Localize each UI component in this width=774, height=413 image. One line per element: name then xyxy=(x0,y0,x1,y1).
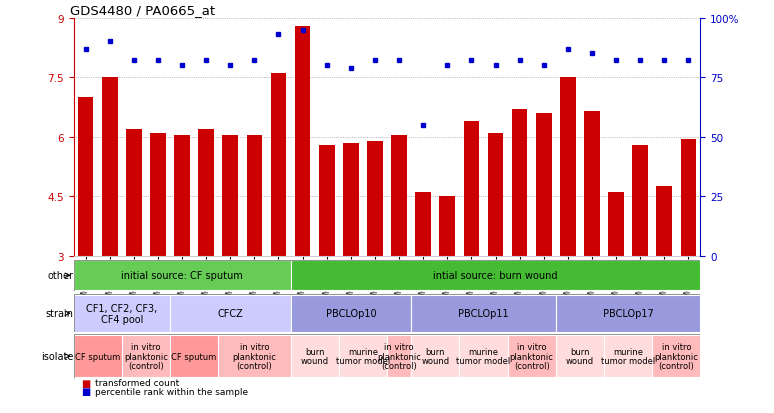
Bar xyxy=(556,295,700,332)
Bar xyxy=(680,139,697,256)
Text: CF sputum: CF sputum xyxy=(75,352,120,361)
Bar xyxy=(652,335,700,377)
Text: CF1, CF2, CF3,
CF4 pool: CF1, CF2, CF3, CF4 pool xyxy=(86,303,157,324)
Bar xyxy=(632,145,648,256)
Bar xyxy=(656,187,672,256)
Text: burn
wound: burn wound xyxy=(566,347,594,366)
Bar xyxy=(343,143,358,256)
Text: GDS4480 / PA0665_at: GDS4480 / PA0665_at xyxy=(70,5,215,17)
Bar xyxy=(464,121,479,256)
Bar xyxy=(512,109,527,256)
Bar xyxy=(126,129,142,256)
Text: PBCLOp11: PBCLOp11 xyxy=(458,309,509,318)
Bar xyxy=(290,295,411,332)
Text: burn
wound: burn wound xyxy=(421,347,449,366)
Text: ■: ■ xyxy=(81,386,91,396)
Bar xyxy=(411,295,556,332)
Bar xyxy=(74,295,170,332)
Bar xyxy=(290,261,700,291)
Text: murine
tumor model: murine tumor model xyxy=(601,347,656,366)
Text: in vitro
planktonic
(control): in vitro planktonic (control) xyxy=(655,342,698,370)
Bar xyxy=(556,335,604,377)
Bar xyxy=(536,114,552,256)
Bar xyxy=(170,295,290,332)
Bar xyxy=(222,135,238,256)
Bar xyxy=(440,197,455,256)
Text: PBCLOp10: PBCLOp10 xyxy=(326,309,376,318)
Text: in vitro
planktonic
(control): in vitro planktonic (control) xyxy=(377,342,421,370)
Bar xyxy=(170,335,218,377)
Bar xyxy=(174,135,190,256)
Bar xyxy=(411,335,459,377)
Bar xyxy=(459,335,508,377)
Bar xyxy=(271,74,286,256)
Bar xyxy=(198,129,214,256)
Bar xyxy=(290,335,339,377)
Text: murine
tumor model: murine tumor model xyxy=(457,347,511,366)
Bar xyxy=(584,112,600,256)
Text: CFCZ: CFCZ xyxy=(217,309,243,318)
Bar xyxy=(488,133,503,256)
Text: in vitro
planktonic
(control): in vitro planktonic (control) xyxy=(124,342,168,370)
Bar xyxy=(74,261,290,291)
Text: ■: ■ xyxy=(81,378,91,388)
Text: percentile rank within the sample: percentile rank within the sample xyxy=(95,387,248,396)
Bar xyxy=(608,193,624,256)
Text: intial source: burn wound: intial source: burn wound xyxy=(433,271,558,281)
Bar xyxy=(339,335,387,377)
Bar xyxy=(77,98,94,256)
Bar xyxy=(218,335,290,377)
Bar xyxy=(319,145,334,256)
Text: murine
tumor model: murine tumor model xyxy=(336,347,390,366)
Bar xyxy=(74,335,122,377)
Bar xyxy=(367,141,383,256)
Bar xyxy=(560,78,576,256)
Bar xyxy=(604,335,652,377)
Text: initial source: CF sputum: initial source: CF sputum xyxy=(122,271,243,281)
Text: transformed count: transformed count xyxy=(95,378,180,387)
Bar xyxy=(391,135,407,256)
Text: CF sputum: CF sputum xyxy=(172,352,217,361)
Text: burn
wound: burn wound xyxy=(300,347,329,366)
Text: other: other xyxy=(47,271,73,281)
Bar xyxy=(387,335,411,377)
Text: strain: strain xyxy=(45,309,73,318)
Bar xyxy=(295,26,310,256)
Bar xyxy=(416,193,431,256)
Bar xyxy=(102,78,118,256)
Text: PBCLOp17: PBCLOp17 xyxy=(603,309,653,318)
Bar xyxy=(508,335,556,377)
Text: in vitro
planktonic
(control): in vitro planktonic (control) xyxy=(232,342,276,370)
Text: isolate: isolate xyxy=(41,351,73,361)
Bar xyxy=(247,135,262,256)
Text: in vitro
planktonic
(control): in vitro planktonic (control) xyxy=(510,342,553,370)
Bar xyxy=(150,133,166,256)
Bar xyxy=(122,335,170,377)
